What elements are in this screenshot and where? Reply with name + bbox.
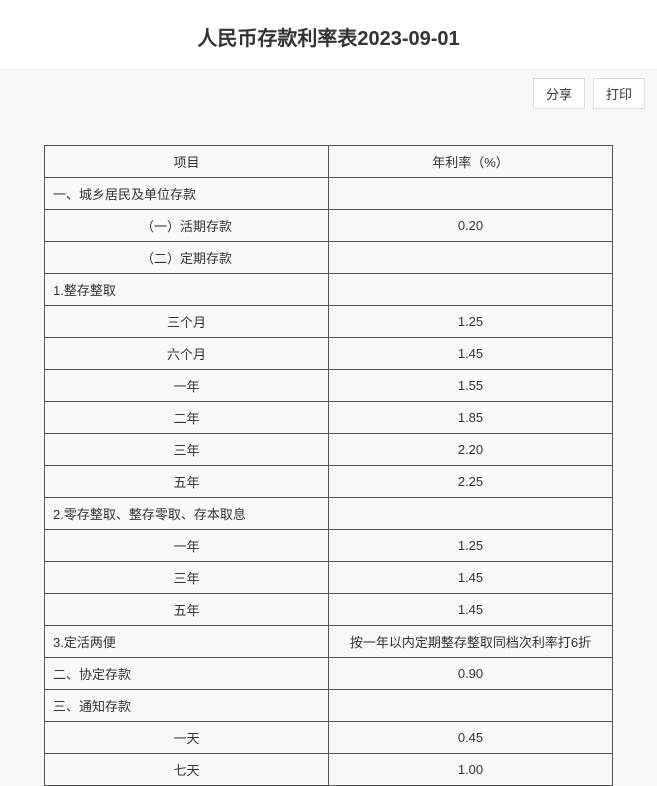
table-row: 一天0.45	[45, 722, 613, 754]
table-row: 一年1.25	[45, 530, 613, 562]
table-row: 1.整存整取	[45, 274, 613, 306]
page-title: 人民币存款利率表2023-09-01	[0, 0, 657, 69]
cell-item: 一天	[45, 722, 329, 754]
cell-item: 1.整存整取	[45, 274, 329, 306]
table-header-row: 项目 年利率（%）	[45, 146, 613, 178]
cell-rate: 1.55	[329, 370, 613, 402]
cell-item: 一年	[45, 530, 329, 562]
table-row: 三年1.45	[45, 562, 613, 594]
table-row: 五年2.25	[45, 466, 613, 498]
rate-table-wrap: 项目 年利率（%） 一、城乡居民及单位存款（一）活期存款0.20（二）定期存款1…	[0, 117, 657, 786]
cell-item: 三年	[45, 562, 329, 594]
cell-rate: 按一年以内定期整存整取同档次利率打6折	[329, 626, 613, 658]
cell-rate	[329, 178, 613, 210]
print-button[interactable]: 打印	[593, 78, 645, 109]
cell-item: 一年	[45, 370, 329, 402]
cell-rate	[329, 242, 613, 274]
table-row: 三、通知存款	[45, 690, 613, 722]
table-row: 三个月1.25	[45, 306, 613, 338]
cell-rate: 1.45	[329, 562, 613, 594]
cell-item: 三年	[45, 434, 329, 466]
share-button[interactable]: 分享	[533, 78, 585, 109]
table-row: 二、协定存款0.90	[45, 658, 613, 690]
rate-table: 项目 年利率（%） 一、城乡居民及单位存款（一）活期存款0.20（二）定期存款1…	[44, 145, 613, 786]
cell-rate: 1.25	[329, 530, 613, 562]
table-row: 一、城乡居民及单位存款	[45, 178, 613, 210]
cell-item: （二）定期存款	[45, 242, 329, 274]
cell-rate: 1.45	[329, 338, 613, 370]
action-bar: 分享 打印	[0, 69, 657, 117]
cell-rate	[329, 690, 613, 722]
table-row: 二年1.85	[45, 402, 613, 434]
table-row: 六个月1.45	[45, 338, 613, 370]
table-row: （一）活期存款0.20	[45, 210, 613, 242]
table-row: 七天1.00	[45, 754, 613, 786]
table-row: 2.零存整取、整存零取、存本取息	[45, 498, 613, 530]
cell-item: 3.定活两便	[45, 626, 329, 658]
cell-rate: 0.20	[329, 210, 613, 242]
cell-item: 五年	[45, 594, 329, 626]
cell-item: 三个月	[45, 306, 329, 338]
cell-item: 七天	[45, 754, 329, 786]
cell-rate: 0.90	[329, 658, 613, 690]
cell-rate	[329, 274, 613, 306]
cell-item: 2.零存整取、整存零取、存本取息	[45, 498, 329, 530]
table-row: （二）定期存款	[45, 242, 613, 274]
cell-item: 六个月	[45, 338, 329, 370]
table-row: 3.定活两便按一年以内定期整存整取同档次利率打6折	[45, 626, 613, 658]
cell-rate: 1.45	[329, 594, 613, 626]
table-row: 一年1.55	[45, 370, 613, 402]
cell-rate	[329, 498, 613, 530]
cell-rate: 1.85	[329, 402, 613, 434]
table-row: 三年2.20	[45, 434, 613, 466]
cell-item: 二、协定存款	[45, 658, 329, 690]
cell-item: 五年	[45, 466, 329, 498]
header-item: 项目	[45, 146, 329, 178]
cell-rate: 1.25	[329, 306, 613, 338]
cell-rate: 2.25	[329, 466, 613, 498]
header-rate: 年利率（%）	[329, 146, 613, 178]
cell-item: 二年	[45, 402, 329, 434]
table-row: 五年1.45	[45, 594, 613, 626]
cell-item: 三、通知存款	[45, 690, 329, 722]
cell-item: （一）活期存款	[45, 210, 329, 242]
cell-item: 一、城乡居民及单位存款	[45, 178, 329, 210]
cell-rate: 2.20	[329, 434, 613, 466]
cell-rate: 0.45	[329, 722, 613, 754]
cell-rate: 1.00	[329, 754, 613, 786]
